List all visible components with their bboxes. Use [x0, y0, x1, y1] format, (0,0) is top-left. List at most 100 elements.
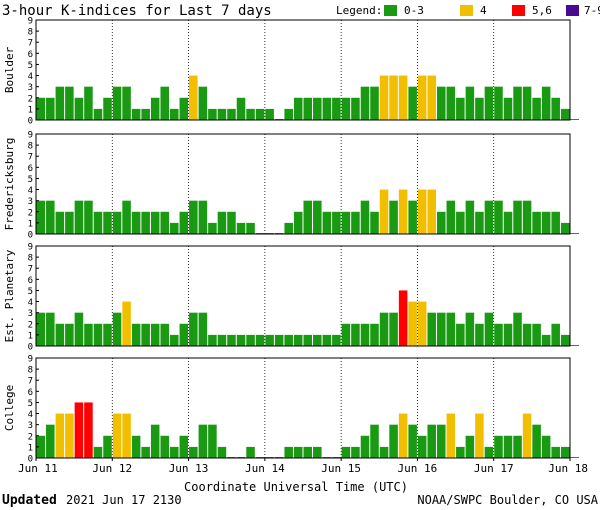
k-bar — [551, 97, 560, 120]
k-bar — [303, 334, 313, 346]
k-bar — [560, 108, 570, 120]
k-bar — [570, 119, 580, 120]
k-bar — [170, 222, 179, 234]
k-bar — [179, 435, 189, 458]
k-bar — [236, 334, 246, 346]
k-bar — [465, 435, 475, 458]
k-bar — [341, 323, 351, 346]
k-bar — [160, 211, 169, 234]
k-bar — [84, 402, 93, 458]
k-bar — [370, 323, 379, 346]
k-bar — [65, 323, 74, 346]
y-tick-label: 1 — [28, 443, 33, 453]
y-tick-label: 1 — [28, 105, 33, 115]
legend-swatch-2 — [512, 5, 525, 16]
k-bar — [341, 446, 351, 458]
k-bar — [84, 323, 93, 346]
k-bar — [437, 211, 446, 234]
k-bar — [55, 323, 65, 346]
k-bar — [370, 211, 379, 234]
k-bar — [456, 446, 465, 458]
legend-swatch-0 — [384, 5, 397, 16]
k-bar — [246, 446, 255, 458]
y-tick-label: 0 — [28, 117, 33, 127]
k-bar — [150, 211, 160, 234]
k-bar — [427, 75, 436, 120]
k-bar — [46, 312, 55, 346]
k-bar — [522, 200, 532, 234]
k-bar — [246, 222, 255, 234]
legend-label: Legend: — [336, 4, 382, 17]
x-tick-label: Jun 12 — [92, 462, 132, 475]
credit-text: NOAA/SWPC Boulder, CO USA — [417, 493, 598, 507]
k-bar — [322, 211, 332, 234]
k-bar — [208, 108, 217, 120]
k-bar — [227, 108, 236, 120]
k-bar — [303, 97, 313, 120]
k-bar — [84, 86, 93, 120]
y-tick-label: 3 — [28, 197, 33, 207]
k-bar — [494, 200, 503, 234]
k-bar — [332, 334, 341, 346]
y-tick-label: 8 — [28, 28, 33, 38]
k-bar — [55, 86, 65, 120]
y-tick-label: 2 — [28, 208, 33, 218]
y-tick-label: 9 — [28, 243, 33, 253]
k-bar — [475, 97, 484, 120]
y-tick-label: 5 — [28, 175, 33, 185]
k-bar — [293, 211, 303, 234]
k-bar — [103, 435, 112, 458]
x-axis-label: Coordinate Universal Time (UTC) — [184, 480, 408, 494]
k-bar — [46, 200, 55, 234]
k-bar — [93, 211, 103, 234]
chart-title: 3-hour K-indices for Last 7 days — [2, 3, 272, 19]
k-bar — [484, 86, 494, 120]
k-bar — [389, 75, 398, 120]
k-bar — [398, 189, 408, 234]
k-bar — [303, 200, 313, 234]
y-tick-label: 3 — [28, 309, 33, 319]
k-bar — [131, 211, 141, 234]
k-bar — [351, 97, 360, 120]
k-bar — [560, 222, 570, 234]
k-bar — [560, 446, 570, 458]
k-bar — [227, 211, 236, 234]
y-tick-label: 6 — [28, 388, 33, 398]
k-bar — [284, 222, 293, 234]
k-bar — [446, 200, 456, 234]
k-bar — [379, 446, 389, 458]
k-bar — [122, 413, 131, 458]
k-bar — [293, 446, 303, 458]
k-bar — [532, 323, 541, 346]
k-bar — [389, 312, 398, 346]
k-bar — [141, 446, 150, 458]
k-bar — [503, 435, 513, 458]
k-bar — [513, 86, 522, 120]
k-bar — [360, 323, 370, 346]
k-bar — [122, 301, 131, 346]
k-bar — [179, 97, 189, 120]
k-bar — [513, 435, 522, 458]
x-tick-label: Jun 14 — [245, 462, 285, 475]
k-bar — [427, 189, 436, 234]
k-bar — [417, 301, 427, 346]
k-bar — [160, 86, 169, 120]
k-bar — [503, 323, 513, 346]
k-bar — [217, 211, 227, 234]
k-bar — [351, 446, 360, 458]
x-axis: Jun 11 Jun 12 Jun 13 Jun 14 Jun 15 Jun 16 Jun … — [18, 458, 588, 475]
y-tick-label: 6 — [28, 50, 33, 60]
k-bar — [437, 312, 446, 346]
k-bar — [93, 323, 103, 346]
k-bar — [484, 446, 494, 458]
k-bar — [351, 323, 360, 346]
k-bar — [322, 97, 332, 120]
panels: 0123456789Boulder0123456789Fredericksbur… — [3, 17, 580, 465]
k-bar — [408, 86, 417, 120]
k-bar — [112, 312, 122, 346]
k-bar — [475, 323, 484, 346]
